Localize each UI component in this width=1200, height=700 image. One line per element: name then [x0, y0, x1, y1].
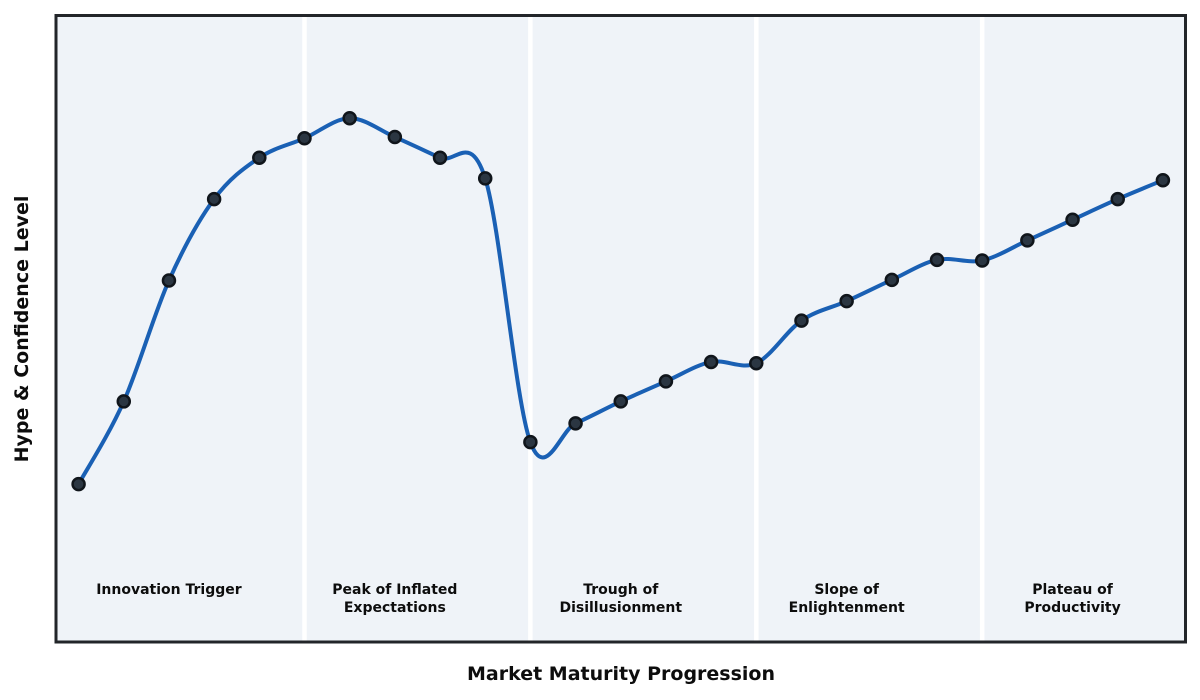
data-point-marker: [1020, 233, 1035, 248]
data-point-marker: [71, 476, 86, 492]
data-point-marker: [929, 252, 945, 268]
data-point-marker: [749, 355, 764, 371]
data-point-marker: [523, 434, 538, 450]
data-point-marker: [252, 150, 267, 165]
phase-label: Slope of Enlightenment: [788, 582, 905, 616]
data-point-marker: [839, 293, 854, 309]
data-point-marker: [432, 150, 448, 165]
x-axis-label: Market Maturity Progression: [466, 663, 776, 685]
data-point-marker: [342, 110, 357, 126]
phase-label: Peak of Inflated Expectations: [332, 582, 458, 616]
data-point-marker: [613, 394, 628, 409]
data-point-marker: [297, 131, 312, 146]
phase-label: Plateau of Productivity: [1024, 582, 1121, 616]
data-point-marker: [568, 416, 583, 431]
plot-frame: [54, 14, 1187, 644]
data-point-marker: [206, 191, 222, 207]
data-point-marker: [1155, 173, 1171, 188]
data-point-marker: [974, 253, 990, 268]
y-axis-label: Hype & Confidence Level: [11, 195, 33, 463]
data-point-marker: [116, 394, 132, 409]
phase-label: Innovation Trigger: [96, 582, 242, 598]
data-point-marker: [161, 273, 177, 288]
data-point-marker: [1065, 212, 1080, 227]
data-point-marker: [658, 374, 674, 389]
data-point-marker: [1110, 191, 1125, 207]
data-point-marker: [477, 171, 493, 186]
data-point-marker: [794, 313, 809, 328]
data-point-marker: [884, 272, 900, 288]
plot-background: [56, 15, 1186, 642]
data-point-marker: [387, 129, 403, 145]
data-point-marker: [703, 354, 719, 370]
phase-label: Trough of Disillusionment: [559, 582, 683, 616]
